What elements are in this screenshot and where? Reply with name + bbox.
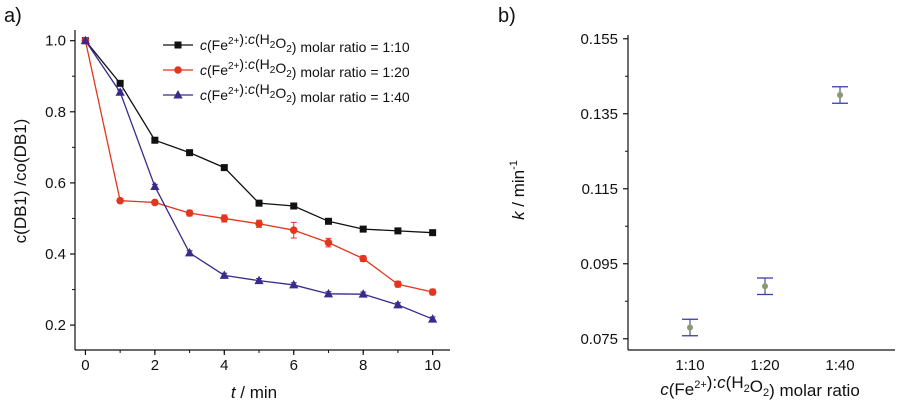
panel-a-x-tick-label: 2 [151, 357, 159, 374]
legend-label: c(Fe2+):c(H2O2) molar ratio = 1:20 [200, 56, 410, 80]
data-point [115, 87, 125, 96]
data-point [324, 217, 332, 225]
data-point [255, 219, 263, 228]
panel-a-y-tick-label: 0.2 [45, 317, 66, 334]
data-point [837, 92, 843, 98]
data-point [219, 270, 229, 279]
data-point [255, 199, 263, 207]
panel-a-y-tick-label: 0.6 [45, 175, 66, 192]
panel-a-x-tick-label: 8 [359, 357, 367, 374]
series-1-10 [81, 37, 437, 237]
data-point [220, 164, 228, 172]
data-point [289, 279, 299, 289]
data-point [394, 227, 402, 235]
panel-a-legend: c(Fe2+):c(H2O2) molar ratio = 1:10c(Fe2+… [163, 31, 410, 105]
data-point [290, 202, 298, 210]
panel-b-points [682, 86, 848, 337]
legend-item: c(Fe2+):c(H2O2) molar ratio = 1:10 [163, 31, 410, 55]
data-point [428, 288, 437, 296]
panel-a-x-tick-label: 4 [220, 357, 228, 374]
data-point [428, 314, 438, 323]
panel-b-y-tick-label: 0.115 [582, 181, 618, 198]
panel-a-series [80, 35, 438, 323]
point-1-10 [682, 318, 698, 337]
data-point [394, 280, 402, 289]
panel-a-line-chart: a) 0 2 4 6 8 10 0.2 0.4 0.6 0.8 1.0 c(Fe2+):c(H2O2… [4, 5, 450, 402]
legend-marker [174, 41, 182, 49]
legend-item: c(Fe2+):c(H2O2) molar ratio = 1:40 [163, 81, 410, 105]
point-1-40 [832, 86, 848, 104]
legend-item: c(Fe2+):c(H2O2) molar ratio = 1:20 [163, 56, 410, 80]
data-point [359, 225, 367, 233]
data-point [359, 254, 367, 263]
data-point [116, 196, 124, 205]
series-1-40 [80, 35, 438, 323]
panel-a-y-tick-label: 0.8 [45, 104, 66, 121]
data-point [687, 324, 693, 331]
panel-a-x-tick-label: 10 [424, 357, 441, 374]
legend-marker [173, 90, 183, 99]
panel-a-x-tick-label: 0 [81, 357, 89, 374]
data-point [151, 136, 159, 144]
panel-b-y-tick-label: 0.095 [580, 256, 618, 273]
panel-a-axes: 0 2 4 6 8 10 0.2 0.4 0.6 0.8 1.0 [45, 30, 450, 374]
panel-b-x-tick-label: 1:10 [675, 357, 704, 374]
panel-b-y-axis-title: k / min-1 [508, 160, 528, 220]
panel-a-y-tick-label: 0.4 [45, 246, 66, 263]
data-point [393, 299, 403, 309]
data-point [185, 209, 194, 217]
panel-a-y-tick-label: 1.0 [45, 33, 66, 50]
panel-b-x-axis-title: c(Fe2+):c(H2O2) molar ratio [660, 373, 860, 400]
panel-b-x-tick-label: 1:40 [825, 357, 854, 374]
panel-a-y-axis-title: c(DB1) /co(DB1) [11, 119, 30, 244]
data-point [254, 275, 264, 285]
data-point [429, 229, 437, 237]
legend-label: c(Fe2+):c(H2O2) molar ratio = 1:40 [200, 81, 410, 105]
panel-b-x-tick-label: 1:20 [750, 357, 779, 374]
panel-a-label: a) [4, 5, 22, 27]
data-point [80, 35, 91, 45]
legend-label: c(Fe2+):c(H2O2) molar ratio = 1:10 [200, 31, 410, 55]
panel-b-axes: 1:10 1:20 1:40 0.075 0.095 0.115 0.135 0.155 [580, 31, 895, 374]
data-point [150, 181, 160, 190]
data-point [151, 198, 159, 207]
data-point [323, 288, 334, 298]
data-point [289, 226, 298, 234]
data-point [186, 149, 194, 157]
data-point [762, 283, 768, 290]
point-1-20 [757, 277, 773, 296]
legend-marker [174, 66, 182, 74]
data-point [324, 238, 333, 247]
data-point [358, 289, 368, 298]
panel-b-scatter-chart: b) 1:10 1:20 1:40 0.075 0.095 0.115 0.135 0.155… [498, 5, 895, 400]
data-point [220, 214, 229, 223]
panel-b-y-tick-label: 0.075 [580, 331, 618, 348]
panel-b-y-tick-label: 0.135 [580, 106, 618, 123]
data-point [116, 79, 124, 87]
data-point [184, 247, 195, 257]
panel-a-x-tick-label: 6 [290, 357, 298, 374]
panel-b-y-tick-label: 0.155 [580, 31, 618, 48]
panel-b-label: b) [498, 5, 516, 27]
panel-a-x-axis-title: t / min [231, 383, 277, 402]
